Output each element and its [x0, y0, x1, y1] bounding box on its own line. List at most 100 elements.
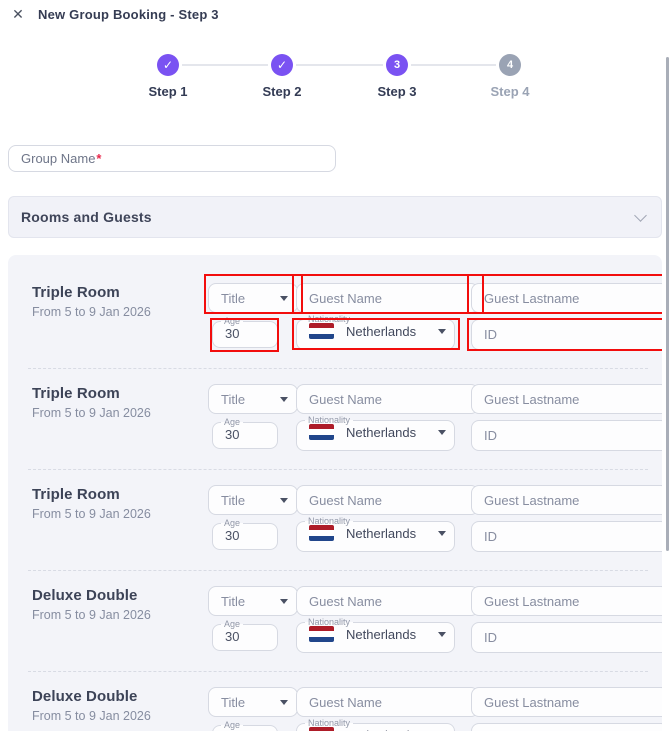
room-row: Deluxe Double From 5 to 9 Jan 2026 Title…: [8, 672, 662, 731]
rooms-and-guests-accordion[interactable]: Rooms and Guests: [8, 196, 662, 238]
stepper-connector: [296, 64, 383, 66]
nationality-select[interactable]: Nationality Netherlands: [296, 517, 455, 552]
room-dates: From 5 to 9 Jan 2026: [32, 709, 151, 723]
group-name-input[interactable]: Group Name *: [8, 145, 336, 172]
guest-lastname-input[interactable]: Guest Lastname: [471, 485, 662, 515]
guest-lastname-input[interactable]: Guest Lastname: [467, 274, 662, 314]
nationality-select[interactable]: Nationality Netherlands: [296, 416, 455, 451]
guest-lastname-input[interactable]: Guest Lastname: [471, 586, 662, 616]
title-select[interactable]: Title: [208, 384, 298, 414]
room-info: Triple Room From 5 to 9 Jan 2026: [32, 486, 151, 521]
caret-down-icon: [280, 497, 288, 503]
id-input[interactable]: ID: [471, 420, 662, 451]
nationality-label: Nationality: [308, 415, 351, 425]
room-name: Triple Room: [32, 284, 120, 301]
guest-name-placeholder: Guest Name: [309, 492, 382, 508]
room-row: Triple Room From 5 to 9 Jan 2026 Title G…: [8, 369, 662, 470]
id-input[interactable]: ID: [467, 318, 662, 351]
scrollbar-thumb[interactable]: [666, 57, 669, 551]
age-label: Age: [224, 316, 241, 326]
age-field[interactable]: Age 30: [210, 310, 279, 348]
title-select[interactable]: Title: [208, 485, 298, 515]
caret-down-icon: [438, 530, 446, 536]
stepper-connector: [411, 64, 496, 66]
guest-lastname-placeholder: Guest Lastname: [484, 593, 580, 609]
room-dates: From 5 to 9 Jan 2026: [32, 608, 151, 622]
guest-name-input[interactable]: Guest Name: [296, 384, 479, 414]
age-label: Age: [224, 417, 241, 427]
step-complete-check-icon[interactable]: ✓: [157, 54, 179, 76]
nationality-value: Netherlands: [346, 626, 417, 642]
nationality-value: Netherlands: [346, 424, 417, 440]
id-placeholder: ID: [484, 529, 497, 544]
room-name: Triple Room: [32, 385, 120, 402]
guest-name-input[interactable]: Guest Name: [296, 586, 479, 616]
step-2: ✓ Step 2: [262, 54, 302, 99]
netherlands-flag-icon: [309, 727, 334, 731]
room-name: Triple Room: [32, 486, 120, 503]
step-label: Step 2: [262, 84, 302, 99]
nationality-label: Nationality: [308, 314, 351, 324]
guest-lastname-input[interactable]: Guest Lastname: [471, 384, 662, 414]
netherlands-flag-icon: [309, 525, 334, 541]
title-select[interactable]: Title: [208, 586, 298, 616]
guest-lastname-placeholder: Guest Lastname: [484, 391, 580, 407]
step-1: ✓ Step 1: [148, 54, 188, 99]
title-select-placeholder: Title: [221, 492, 246, 508]
guest-name-input[interactable]: Guest Name: [292, 274, 484, 314]
room-info: Triple Room From 5 to 9 Jan 2026: [32, 385, 151, 420]
room-row: Triple Room From 5 to 9 Jan 2026 Title G…: [8, 470, 662, 571]
id-placeholder: ID: [484, 630, 497, 645]
step-circle[interactable]: 3: [386, 54, 408, 76]
caret-down-icon: [438, 328, 446, 334]
age-value: 30: [225, 426, 240, 442]
room-dates: From 5 to 9 Jan 2026: [32, 507, 151, 521]
room-row: Triple Room From 5 to 9 Jan 2026 Title G…: [8, 268, 662, 369]
age-value: 30: [225, 730, 239, 731]
nationality-select[interactable]: Nationality Netherlands: [296, 618, 455, 653]
nationality-value: Netherlands: [346, 525, 417, 541]
guest-lastname-input[interactable]: Guest Lastname: [471, 687, 662, 717]
guest-name-input[interactable]: Guest Name: [296, 485, 479, 515]
id-input[interactable]: ID: [471, 521, 662, 552]
accordion-title: Rooms and Guests: [21, 209, 152, 225]
close-icon[interactable]: ✕: [12, 7, 24, 23]
caret-down-icon: [438, 631, 446, 637]
room-dates: From 5 to 9 Jan 2026: [32, 406, 151, 420]
caret-down-icon: [280, 396, 288, 402]
step-3: 3 Step 3: [377, 54, 417, 99]
netherlands-flag-icon: [309, 424, 334, 440]
room-dates: From 5 to 9 Jan 2026: [32, 305, 151, 319]
step-circle[interactable]: 4: [499, 54, 521, 76]
room-name: Deluxe Double: [32, 587, 138, 604]
guest-name-input[interactable]: Guest Name: [296, 687, 479, 717]
title-select[interactable]: Title: [204, 274, 303, 314]
age-label: Age: [224, 518, 241, 528]
id-input[interactable]: ID: [471, 723, 662, 731]
age-field[interactable]: Age 30: [212, 620, 278, 651]
nationality-select[interactable]: Nationality Netherlands: [296, 719, 455, 731]
id-placeholder: ID: [484, 327, 497, 342]
age-value: 30: [225, 527, 240, 543]
netherlands-flag-icon: [309, 323, 334, 339]
id-input[interactable]: ID: [471, 622, 662, 653]
step-complete-check-icon[interactable]: ✓: [271, 54, 293, 76]
stepper-connector: [182, 64, 268, 66]
nationality-label: Nationality: [308, 516, 351, 526]
title-select-placeholder: Title: [221, 593, 246, 609]
caret-down-icon: [280, 295, 288, 301]
room-row: Deluxe Double From 5 to 9 Jan 2026 Title…: [8, 571, 662, 672]
age-field[interactable]: Age 30: [212, 721, 278, 731]
id-placeholder: ID: [484, 428, 497, 443]
caret-down-icon: [280, 598, 288, 604]
title-select[interactable]: Title: [208, 687, 298, 717]
required-asterisk: *: [96, 151, 102, 166]
age-field[interactable]: Age 30: [212, 418, 278, 449]
age-field[interactable]: Age 30: [212, 519, 278, 550]
caret-down-icon: [280, 699, 288, 705]
age-label: Age: [224, 720, 241, 730]
nationality-select[interactable]: Nationality Netherlands: [292, 310, 460, 350]
title-select-placeholder: Title: [221, 290, 246, 306]
guest-lastname-placeholder: Guest Lastname: [484, 492, 580, 508]
netherlands-flag-icon: [309, 626, 334, 642]
